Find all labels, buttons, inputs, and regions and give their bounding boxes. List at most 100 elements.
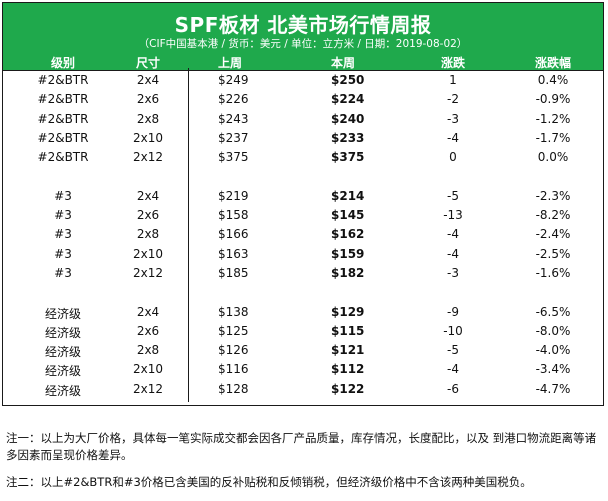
column-header-change-pct: 涨跌幅 bbox=[534, 56, 571, 70]
cell-grade: #2&BTR bbox=[37, 92, 89, 107]
table-row: 经济级 2x6 $125 $115 -10 -8.0% bbox=[3, 322, 603, 341]
cell-grade: #2&BTR bbox=[37, 111, 89, 126]
price-table-body: #2&BTR 2x4 $249 $250 1 0.4% #2&BTR 2x6 $226 $224 -… bbox=[3, 71, 603, 399]
table-row: #2&BTR 2x12 $375 $375 0 0.0% bbox=[3, 148, 603, 167]
cell-grade: #3 bbox=[54, 265, 72, 280]
table-row: #3 2x10 $163 $159 -4 -2.5% bbox=[3, 245, 603, 264]
cell-last-week: $126 bbox=[218, 343, 249, 358]
table-header: SPF板材 北美市场行情周报 （CIF中国基本港 / 货币：美元 / 单位：立方… bbox=[3, 3, 603, 71]
cell-change: -9 bbox=[447, 304, 459, 319]
cell-change-pct: -0.9% bbox=[535, 92, 571, 107]
cell-change-pct: 0.0% bbox=[537, 150, 569, 165]
notes: 注一：以上为大厂价格，具体每一笔实际成交都会因各厂产品质量，库存情况，长度配比，… bbox=[6, 430, 604, 501]
cell-change: -5 bbox=[447, 343, 459, 358]
cell-grade: #2&BTR bbox=[37, 130, 89, 145]
price-table-frame: SPF板材 北美市场行情周报 （CIF中国基本港 / 货币：美元 / 单位：立方… bbox=[2, 2, 604, 406]
cell-change-pct: -8.2% bbox=[535, 208, 571, 223]
cell-this-week: $145 bbox=[331, 208, 365, 223]
table-row: #2&BTR 2x6 $226 $224 -2 -0.9% bbox=[3, 90, 603, 109]
cell-size: 2x6 bbox=[136, 92, 160, 107]
cell-change: -4 bbox=[447, 362, 459, 377]
cell-grade: 经济级 bbox=[44, 345, 81, 360]
cell-grade: #2&BTR bbox=[37, 150, 89, 165]
cell-last-week: $116 bbox=[218, 362, 249, 377]
report-subtitle: （CIF中国基本港 / 货币：美元 / 单位：立方米 / 日期：2019-08-… bbox=[138, 38, 468, 50]
table-row: #2&BTR 2x10 $237 $233 -4 -1.7% bbox=[3, 129, 603, 148]
cell-size: 2x8 bbox=[136, 111, 160, 126]
column-headers: 级别 尺寸 上周 本周 涨跌 涨跌幅 bbox=[3, 54, 603, 70]
group-spacer bbox=[3, 283, 603, 302]
table-row: 经济级 2x4 $138 $129 -9 -6.5% bbox=[3, 303, 603, 322]
cell-size: 2x12 bbox=[132, 150, 163, 165]
table-row: 经济级 2x10 $116 $112 -4 -3.4% bbox=[3, 360, 603, 379]
cell-change: 1 bbox=[449, 73, 457, 87]
cell-this-week: $112 bbox=[331, 362, 365, 377]
cell-size: 2x8 bbox=[136, 227, 160, 242]
cell-grade: 经济级 bbox=[44, 364, 81, 379]
column-header-last-week: 上周 bbox=[218, 56, 243, 70]
page: SPF板材 北美市场行情周报 （CIF中国基本港 / 货币：美元 / 单位：立方… bbox=[2, 2, 604, 489]
cell-grade: 经济级 bbox=[44, 325, 81, 340]
column-header-change: 涨跌 bbox=[440, 56, 465, 70]
note-1: 注一：以上为大厂价格，具体每一笔实际成交都会因各厂产品质量，库存情况，长度配比，… bbox=[6, 431, 597, 462]
cell-last-week: $185 bbox=[218, 265, 249, 280]
cell-last-week: $128 bbox=[218, 381, 249, 396]
column-header-size: 尺寸 bbox=[135, 56, 160, 70]
cell-last-week: $226 bbox=[218, 92, 249, 107]
cell-this-week: $162 bbox=[331, 227, 365, 242]
cell-change-pct: 0.4% bbox=[537, 73, 569, 87]
cell-change-pct: -2.3% bbox=[535, 188, 571, 203]
cell-size: 2x8 bbox=[136, 343, 160, 358]
column-divider bbox=[188, 68, 189, 402]
column-header-this-week: 本周 bbox=[331, 56, 356, 70]
cell-this-week: $121 bbox=[331, 343, 365, 358]
cell-last-week: $163 bbox=[218, 246, 249, 261]
cell-last-week: $138 bbox=[218, 304, 249, 319]
cell-this-week: $122 bbox=[331, 381, 365, 396]
cell-size: 2x4 bbox=[136, 73, 160, 87]
cell-this-week: $240 bbox=[331, 111, 365, 126]
cell-change: -3 bbox=[447, 265, 459, 280]
cell-this-week: $115 bbox=[331, 323, 365, 338]
cell-grade: 经济级 bbox=[44, 306, 81, 321]
table-row: #3 2x12 $185 $182 -3 -1.6% bbox=[3, 264, 603, 283]
cell-change: 0 bbox=[449, 150, 457, 165]
cell-size: 2x4 bbox=[136, 304, 160, 319]
cell-grade: #3 bbox=[54, 227, 72, 242]
cell-change-pct: -2.5% bbox=[535, 246, 571, 261]
cell-change: -3 bbox=[447, 111, 459, 126]
table-row: #2&BTR 2x4 $249 $250 1 0.4% bbox=[3, 71, 603, 90]
cell-grade: #3 bbox=[54, 246, 72, 261]
cell-size: 2x10 bbox=[132, 246, 163, 261]
cell-size: 2x4 bbox=[136, 188, 160, 203]
cell-last-week: $166 bbox=[218, 227, 249, 242]
cell-this-week: $224 bbox=[331, 92, 365, 107]
cell-size: 2x12 bbox=[132, 265, 163, 280]
cell-change-pct: -3.4% bbox=[535, 362, 571, 377]
cell-this-week: $129 bbox=[331, 304, 365, 319]
table-row: #3 2x4 $219 $214 -5 -2.3% bbox=[3, 187, 603, 206]
cell-change: -6 bbox=[447, 381, 459, 396]
cell-this-week: $250 bbox=[331, 73, 365, 87]
cell-change: -13 bbox=[443, 208, 463, 223]
note-2: 注二：以上#2&BTR和#3价格已含美国的反补贴税和反倾销税，但经济级价格中不含… bbox=[6, 475, 532, 489]
cell-grade: #3 bbox=[54, 208, 72, 223]
cell-size: 2x12 bbox=[132, 381, 163, 396]
cell-change: -4 bbox=[447, 246, 459, 261]
cell-size: 2x6 bbox=[136, 323, 160, 338]
cell-change-pct: -1.6% bbox=[535, 265, 571, 280]
cell-last-week: $237 bbox=[218, 130, 249, 145]
cell-change-pct: -4.0% bbox=[535, 343, 571, 358]
cell-this-week: $233 bbox=[331, 130, 365, 145]
cell-change: -4 bbox=[447, 130, 459, 145]
cell-change-pct: -8.0% bbox=[535, 323, 571, 338]
cell-size: 2x6 bbox=[136, 208, 160, 223]
column-header-grade: 级别 bbox=[50, 56, 75, 70]
cell-last-week: $158 bbox=[218, 208, 249, 223]
table-row: 经济级 2x12 $128 $122 -6 -4.7% bbox=[3, 380, 603, 399]
cell-last-week: $243 bbox=[218, 111, 249, 126]
cell-last-week: $375 bbox=[218, 150, 249, 165]
cell-change-pct: -1.7% bbox=[535, 130, 571, 145]
table-row: #2&BTR 2x8 $243 $240 -3 -1.2% bbox=[3, 110, 603, 129]
cell-change-pct: -1.2% bbox=[535, 111, 571, 126]
